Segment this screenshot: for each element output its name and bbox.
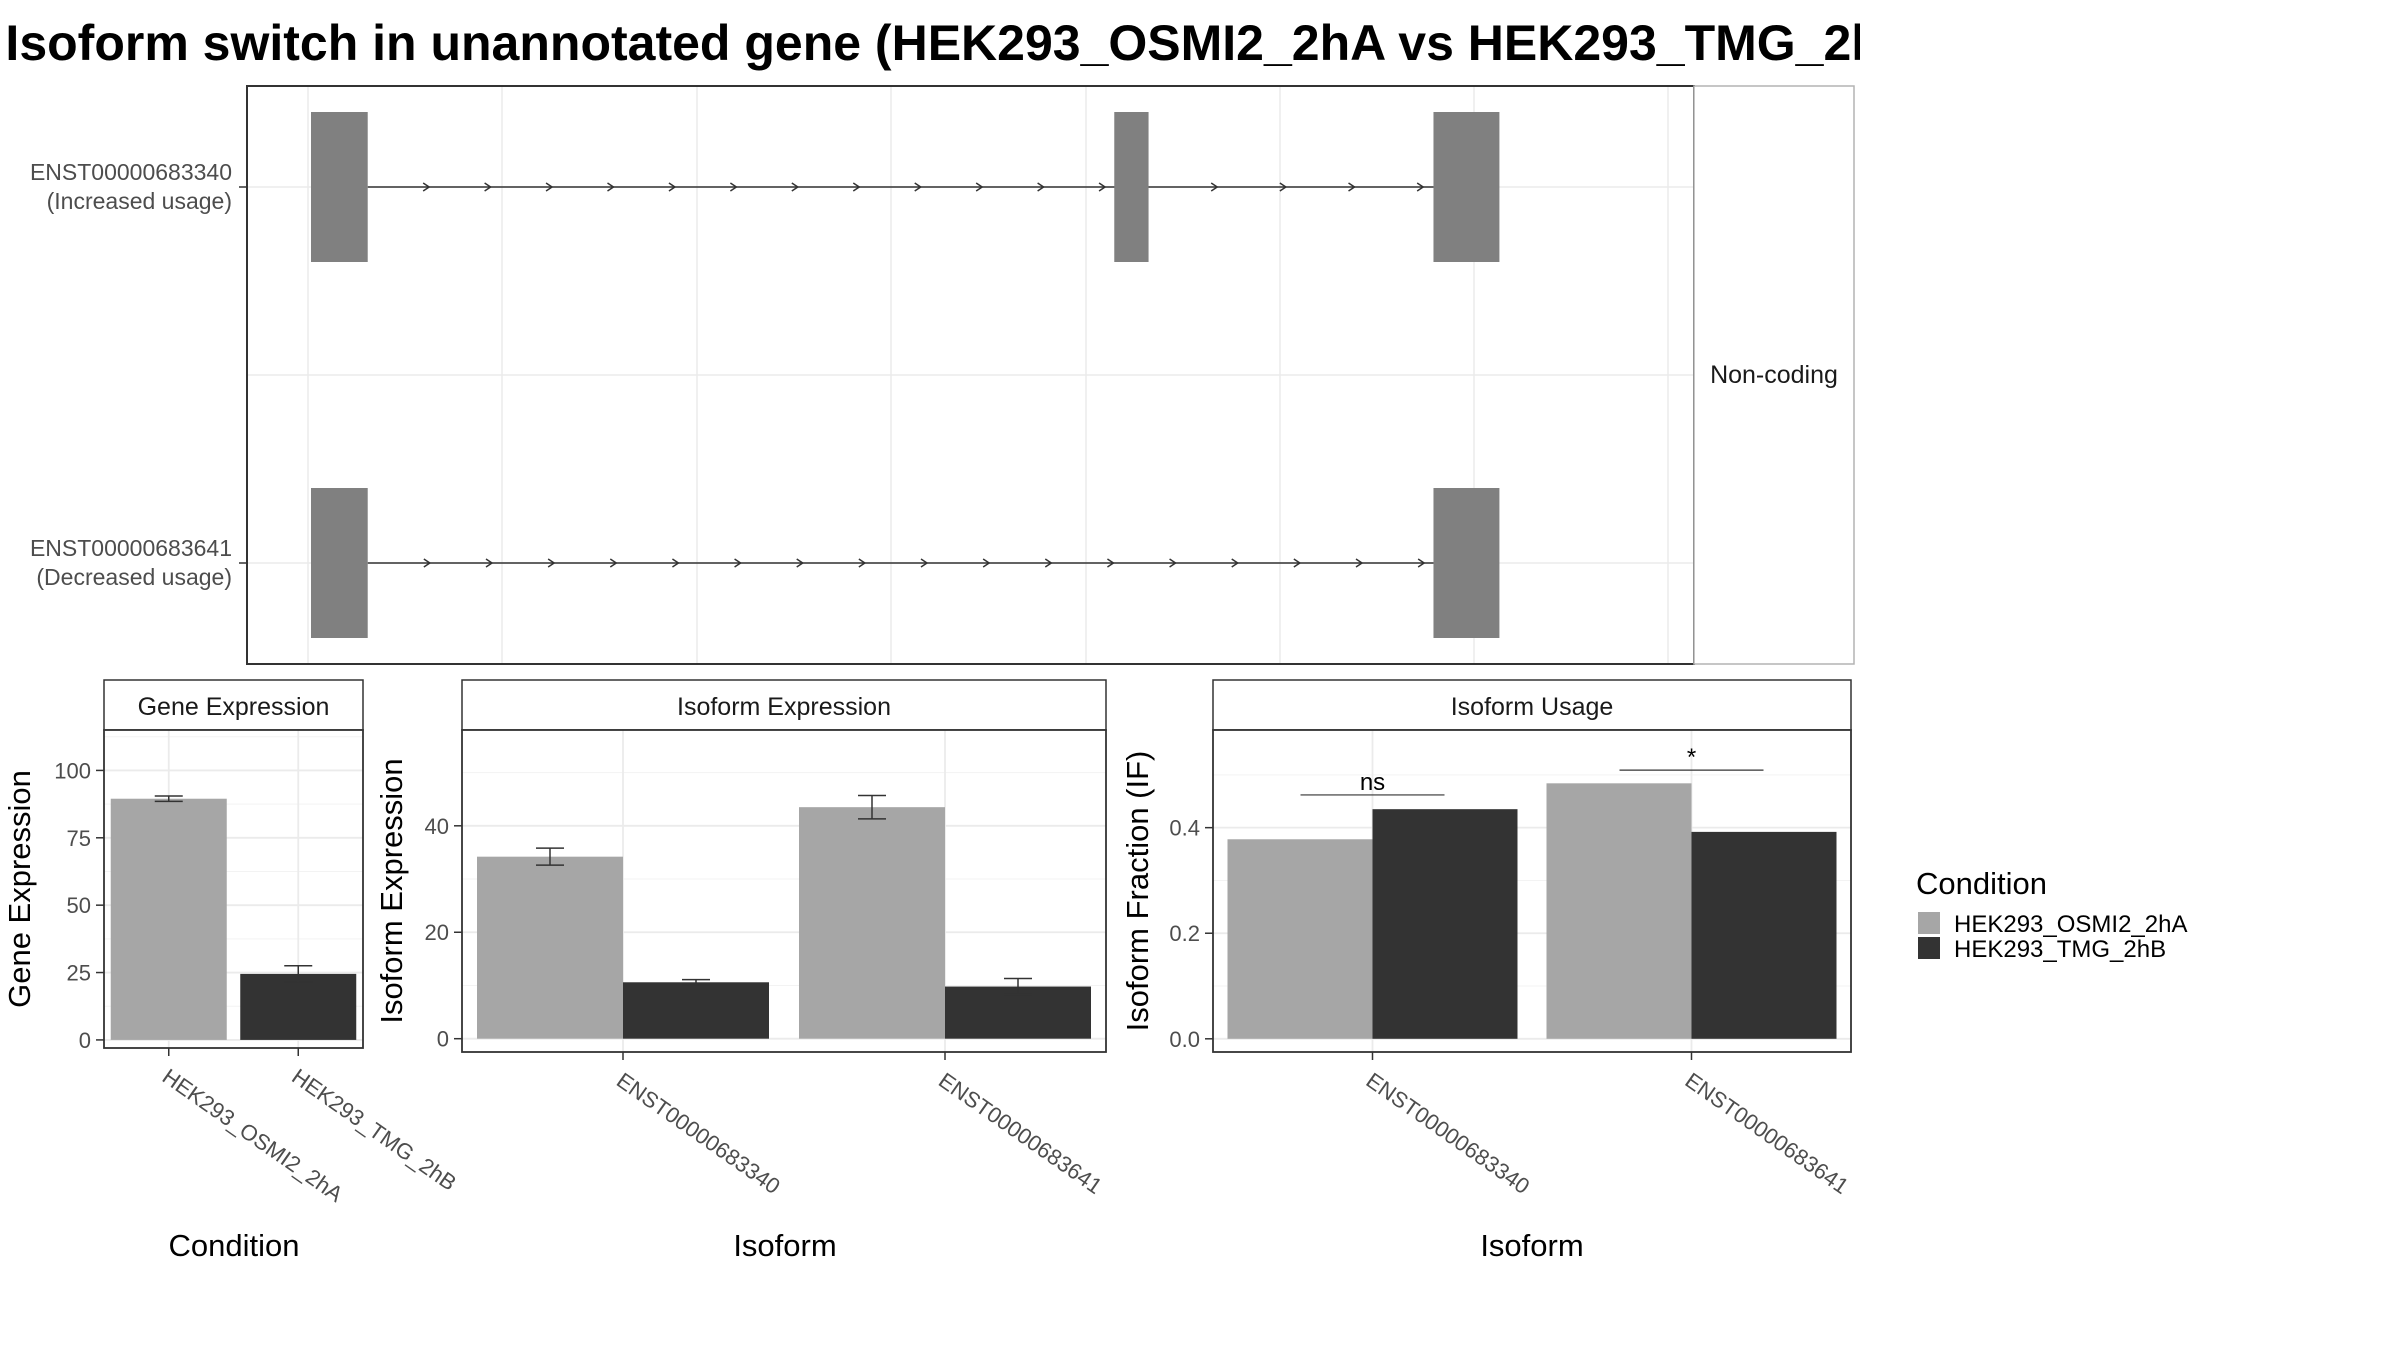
- x-axis-title: Condition: [169, 1228, 300, 1263]
- bar-HEK293_TMG_2hB-ENST00000683641: [1691, 831, 1837, 1039]
- intron-arrow: [982, 558, 991, 568]
- y-axis-title: Isoform Fraction (IF): [1120, 751, 1155, 1032]
- panel-border: [103, 729, 364, 1049]
- intron-arrow: [1037, 182, 1045, 192]
- y-tick-label: 0.4: [1169, 816, 1200, 841]
- y-axis-title: Isoform Expression: [374, 758, 409, 1023]
- transcript-usage-label: (Decreased usage): [36, 564, 232, 590]
- bar-HEK293_TMG_2hB-ENST00000683340: [623, 982, 769, 1039]
- intron-arrow: [1279, 182, 1288, 192]
- intron-arrow: [485, 558, 494, 568]
- error-bar: [154, 795, 183, 803]
- intron-arrow: [545, 182, 554, 192]
- intron-arrow: [920, 558, 929, 568]
- intron-arrow: [422, 182, 431, 192]
- exon-block: [1114, 112, 1149, 262]
- y-tick-label: 0: [79, 1028, 91, 1053]
- legend-swatch-osmi2: [1918, 912, 1940, 934]
- legend-label-tmg: HEK293_TMG_2hB: [1954, 936, 2166, 963]
- bar-HEK293_OSMI2_2hA-ENST00000683340: [477, 856, 623, 1039]
- intron-arrow: [1098, 182, 1107, 192]
- intron-arrow: [423, 558, 432, 568]
- error-bar: [682, 978, 710, 986]
- intron-arrow: [858, 558, 867, 568]
- error-bar: [1004, 977, 1032, 996]
- legend-label-osmi2: HEK293_OSMI2_2hA: [1954, 911, 2187, 938]
- y-axis-title: Gene Expression: [2, 770, 37, 1008]
- intron-arrow: [1231, 558, 1240, 568]
- y-tick-label: 40: [425, 814, 449, 839]
- intron-arrow: [547, 558, 556, 568]
- intron-arrow: [975, 182, 984, 192]
- panel-strip-title: Isoform Usage: [1451, 693, 1614, 721]
- intron-arrow: [914, 182, 923, 192]
- main-title: Isoform switch in unannotated gene (HEK2…: [5, 15, 1934, 71]
- transcript-track-ENST00000683641: ENST00000683641 (Decreased usage): [30, 488, 1500, 638]
- x-axis-title: Isoform: [733, 1228, 836, 1263]
- bar-HEK293_OSMI2_2hA-ENST00000683641: [1546, 783, 1692, 1039]
- panel-strip: [1212, 679, 1852, 731]
- legend-swatch-tmg: [1918, 937, 1940, 959]
- panel-border: [461, 729, 1107, 1053]
- transcript-track-ENST00000683340: ENST00000683340 (Increased usage): [30, 112, 1500, 262]
- intron-arrow: [668, 182, 677, 192]
- y-tick-label: 0.0: [1169, 1027, 1200, 1052]
- intron-arrow: [1169, 558, 1177, 568]
- legend-title: Condition: [1916, 866, 2047, 901]
- bar-HEK293_OSMI2_2hA-ENST00000683340: [1227, 839, 1373, 1039]
- panel-strip-title: Isoform Expression: [677, 693, 891, 721]
- transcript-structure-panel: Non-coding ENST00000683340 (Increased usag…: [30, 85, 1855, 665]
- bar-HEK293_TMG_2hB: [240, 973, 357, 1040]
- y-tick-label: 25: [67, 961, 91, 986]
- transcript-usage-label: (Increased usage): [47, 188, 232, 214]
- bar-HEK293_OSMI2_2hA: [110, 798, 227, 1040]
- y-tick-label: 0: [437, 1027, 449, 1052]
- x-axis-title: Isoform: [1480, 1228, 1583, 1263]
- intron-arrow: [484, 182, 492, 192]
- intron-arrow: [729, 182, 738, 192]
- error-bar: [284, 965, 313, 983]
- exon-block: [311, 488, 368, 638]
- error-bar: [858, 794, 886, 820]
- intron-arrow: [1293, 558, 1302, 568]
- intron-arrow: [791, 182, 800, 192]
- panel-border: [1212, 729, 1852, 1053]
- panel-strip-title: Gene Expression: [138, 693, 330, 721]
- y-tick-label: 75: [67, 826, 91, 851]
- intron-arrow: [1210, 182, 1219, 192]
- transcript-id-label: ENST00000683641: [30, 535, 232, 561]
- intron-arrow: [852, 182, 861, 192]
- intron-arrow: [734, 558, 742, 568]
- intron-arrow: [1044, 558, 1053, 568]
- intron-arrow: [1348, 182, 1356, 192]
- y-tick-label: 100: [54, 758, 91, 783]
- condition-legend: Condition HEK293_OSMI2_2hA HEK293_TMG_2h…: [1916, 866, 2187, 963]
- significance-label: ns: [1360, 769, 1385, 796]
- bar-HEK293_TMG_2hB-ENST00000683340: [1372, 809, 1518, 1039]
- y-tick-label: 20: [425, 920, 449, 945]
- intron-arrow: [1355, 558, 1364, 568]
- structure-strip: [1693, 85, 1855, 665]
- y-tick-label: 50: [67, 893, 91, 918]
- intron-arrow: [1107, 558, 1115, 568]
- intron-arrow: [1416, 182, 1425, 192]
- intron-arrow: [672, 558, 680, 568]
- exon-block: [1433, 488, 1500, 638]
- error-bar: [536, 847, 564, 866]
- panel-strip: [103, 679, 364, 731]
- intron-arrow: [609, 558, 618, 568]
- structure-strip-label: Non-coding: [1710, 361, 1838, 389]
- exon-block: [311, 112, 368, 262]
- intron-arrow: [796, 558, 805, 568]
- significance-label: *: [1687, 744, 1696, 771]
- intron-arrow: [607, 182, 615, 192]
- intron-arrow: [1417, 558, 1426, 568]
- transcript-id-label: ENST00000683340: [30, 159, 232, 185]
- panel-strip: [461, 679, 1107, 731]
- exon-block: [1433, 112, 1500, 262]
- bar-HEK293_OSMI2_2hA-ENST00000683641: [799, 807, 945, 1039]
- y-tick-label: 0.2: [1169, 921, 1200, 946]
